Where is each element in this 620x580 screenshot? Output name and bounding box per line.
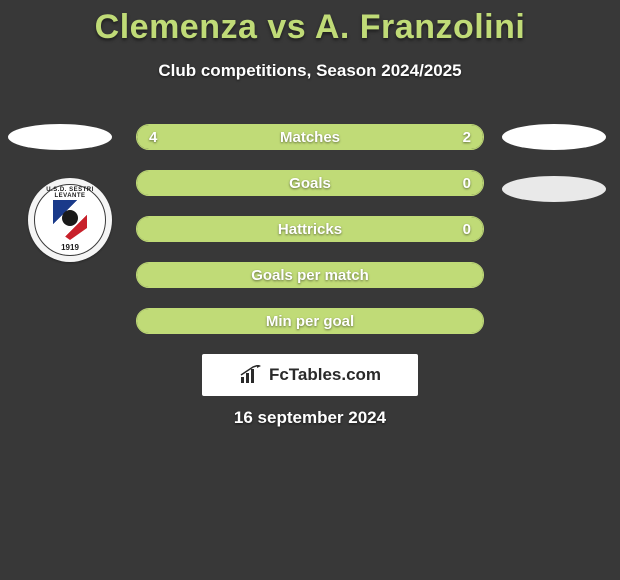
stat-label: Min per goal bbox=[137, 309, 483, 333]
stat-label: Goals bbox=[137, 171, 483, 195]
club-badge-year: 1919 bbox=[35, 243, 105, 252]
stats-container: 4 Matches 2 Goals 0 Hattricks 0 Goals pe… bbox=[136, 124, 484, 354]
stat-row: Goals 0 bbox=[136, 170, 484, 196]
stat-label: Goals per match bbox=[137, 263, 483, 287]
player-right-ellipse-2 bbox=[502, 176, 606, 202]
club-badge-arc-text: U.S.D. SESTRI LEVANTE bbox=[35, 187, 105, 199]
watermark-text: FcTables.com bbox=[269, 365, 381, 385]
date-text: 16 september 2024 bbox=[0, 408, 620, 428]
stat-row: Hattricks 0 bbox=[136, 216, 484, 242]
stat-value-right: 2 bbox=[463, 125, 471, 149]
stat-label: Hattricks bbox=[137, 217, 483, 241]
club-badge: U.S.D. SESTRI LEVANTE 1919 bbox=[28, 178, 112, 262]
player-left-ellipse bbox=[8, 124, 112, 150]
stat-row: Min per goal bbox=[136, 308, 484, 334]
stat-label: Matches bbox=[137, 125, 483, 149]
watermark: FcTables.com bbox=[202, 354, 418, 396]
stat-value-right: 0 bbox=[463, 171, 471, 195]
page-title: Clemenza vs A. Franzolini bbox=[0, 0, 620, 47]
chart-icon bbox=[239, 365, 263, 385]
stat-row: 4 Matches 2 bbox=[136, 124, 484, 150]
club-badge-shield bbox=[53, 200, 87, 240]
stat-value-right: 0 bbox=[463, 217, 471, 241]
player-right-ellipse bbox=[502, 124, 606, 150]
subtitle: Club competitions, Season 2024/2025 bbox=[0, 61, 620, 81]
stat-row: Goals per match bbox=[136, 262, 484, 288]
